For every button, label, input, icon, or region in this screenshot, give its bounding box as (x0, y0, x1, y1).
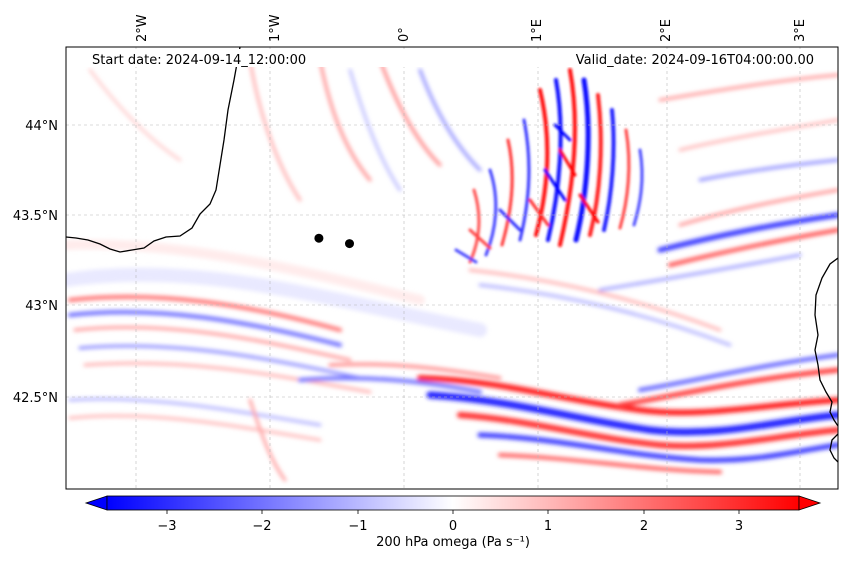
colorbar-tick-label: 1 (544, 519, 552, 534)
lon-tick-label: 1°W (268, 14, 283, 42)
lat-tick-label: 43°N (25, 299, 58, 314)
lon-tick-label: 1°E (530, 19, 545, 42)
colorbar-tick-label: 0 (449, 519, 457, 534)
valid-date-label: Valid_date: 2024-09-16T04:00:00.00 (576, 53, 814, 68)
colorbar-tick-label: −1 (348, 519, 367, 534)
omega-field (66, 58, 838, 482)
colorbar-tick-label: 2 (640, 519, 648, 534)
colorbar-gradient (106, 495, 800, 511)
colorbar-label: 200 hPa omega (Pa s⁻¹) (376, 535, 530, 550)
lon-tick-label: 0° (397, 27, 412, 42)
colorbar-tick-label: −2 (252, 519, 271, 534)
lon-tick-labels: 2°W 1°W 0° 1°E 2°E 3°E (135, 14, 808, 42)
station-marker (345, 239, 354, 249)
map-panel: Start date: 2024-09-14_12:00:00 Valid_da… (65, 46, 839, 490)
colorbar-extend-low (84, 495, 108, 511)
lat-tick-label: 44°N (25, 119, 58, 134)
station-markers (314, 233, 354, 249)
lon-tick-label: 2°E (659, 19, 674, 42)
map-frame (65, 46, 839, 490)
lat-tick-label: 43.5°N (13, 209, 58, 224)
colorbar: −3 −2 −1 0 1 2 3 200 hPa omega (Pa s⁻¹) (84, 495, 822, 550)
colorbar-extend-high (798, 495, 822, 511)
lon-tick-label: 2°W (135, 14, 150, 42)
header-band (74, 49, 830, 67)
colorbar-tick-label: −3 (157, 519, 176, 534)
station-marker (314, 233, 324, 243)
lon-tick-label: 3°E (793, 19, 808, 42)
coastline (66, 47, 838, 463)
graticule (66, 47, 838, 489)
start-date-label: Start date: 2024-09-14_12:00:00 (92, 53, 306, 68)
colorbar-tick-label: 3 (735, 519, 743, 534)
lat-tick-labels: 44°N 43.5°N 43°N 42.5°N (13, 119, 58, 406)
lat-tick-label: 42.5°N (13, 391, 58, 406)
